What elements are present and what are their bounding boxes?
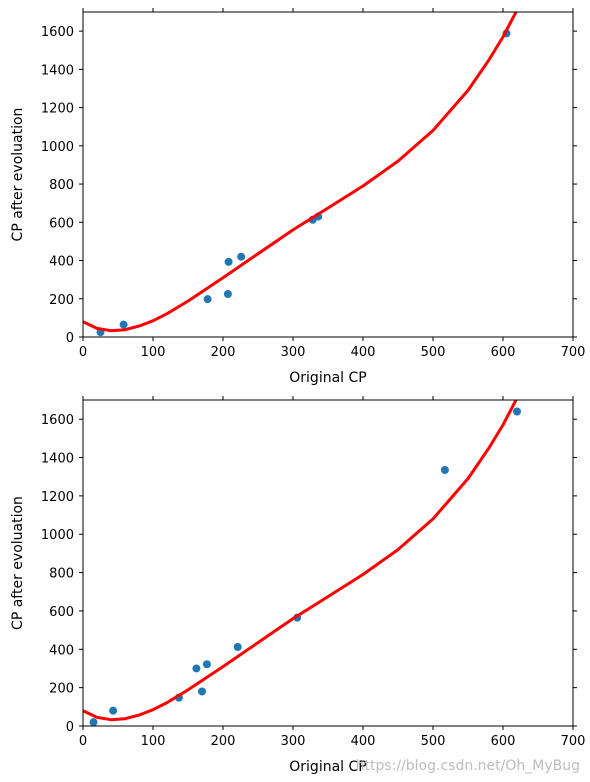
- y-tick-label: 1000: [41, 528, 74, 543]
- watermark-text: https://blog.csdn.net/Oh_MyBug: [356, 758, 580, 774]
- data-point: [224, 257, 233, 266]
- x-tick-label: 700: [561, 734, 586, 749]
- x-axis-label: Original CP: [289, 759, 366, 775]
- data-point: [237, 252, 246, 261]
- y-axis-label: CP after evoluation: [10, 496, 26, 630]
- y-tick-label: 600: [49, 216, 74, 231]
- data-point: [223, 289, 232, 298]
- x-axis-label: Original CP: [289, 370, 366, 386]
- data-point: [198, 687, 206, 696]
- chart-bottom: 0 100 200 300 400 500 600 700 0 200 400 600 800 1000 1…: [10, 396, 585, 775]
- y-tick-label: 200: [49, 682, 74, 697]
- x-tick-label: 600: [491, 734, 516, 749]
- chart-top: 0 100 200 300 400 500 600 700 0 200 400 600 800 1000 1…: [10, 8, 585, 386]
- y-tick-label: 800: [49, 567, 74, 582]
- x-tick-label: 300: [281, 345, 306, 360]
- y-tick-label: 800: [49, 178, 74, 193]
- data-point: [233, 642, 242, 651]
- plot-frame: [82, 399, 574, 727]
- data-point: [513, 407, 521, 416]
- y-tick-label: 1000: [41, 140, 74, 155]
- y-tick-label: 1400: [41, 63, 74, 78]
- data-point: [89, 718, 98, 726]
- x-tick-label: 500: [421, 345, 446, 360]
- y-tick-label: 0: [66, 720, 74, 735]
- plot-frame: [82, 11, 574, 338]
- x-tick-label: 500: [421, 734, 446, 749]
- y-tick-label: 0: [66, 331, 74, 346]
- fit-curve: [83, 400, 518, 722]
- y-axis-label: CP after evoluation: [10, 108, 26, 242]
- y-tick-label: 200: [49, 293, 74, 308]
- y-tick-label: 400: [49, 643, 74, 658]
- x-tick-label: 0: [79, 734, 87, 749]
- y-tick-label: 600: [49, 605, 74, 620]
- x-tick-label: 200: [211, 345, 236, 360]
- x-tick-label: 400: [351, 345, 376, 360]
- x-tick-label: 0: [79, 345, 87, 360]
- data-point: [119, 320, 128, 329]
- y-tick-label: 1400: [41, 452, 74, 467]
- x-tick-label: 700: [561, 345, 586, 360]
- data-point: [203, 295, 212, 304]
- x-tick-label: 100: [141, 345, 166, 360]
- data-point: [440, 465, 449, 474]
- y-tick-label: 1200: [41, 490, 74, 505]
- data-point: [202, 660, 211, 669]
- x-tick-label: 100: [141, 734, 166, 749]
- x-tick-label: 400: [351, 734, 376, 749]
- y-tick-label: 400: [49, 255, 74, 270]
- y-tick-label: 1600: [41, 25, 74, 40]
- y-tick-label: 1200: [41, 102, 74, 117]
- fit-curve: [83, 12, 518, 333]
- x-tick-label: 300: [281, 734, 306, 749]
- data-point: [109, 706, 118, 715]
- x-tick-label: 600: [491, 345, 516, 360]
- data-point: [192, 664, 201, 673]
- x-tick-label: 200: [211, 734, 236, 749]
- y-tick-label: 1600: [41, 413, 74, 428]
